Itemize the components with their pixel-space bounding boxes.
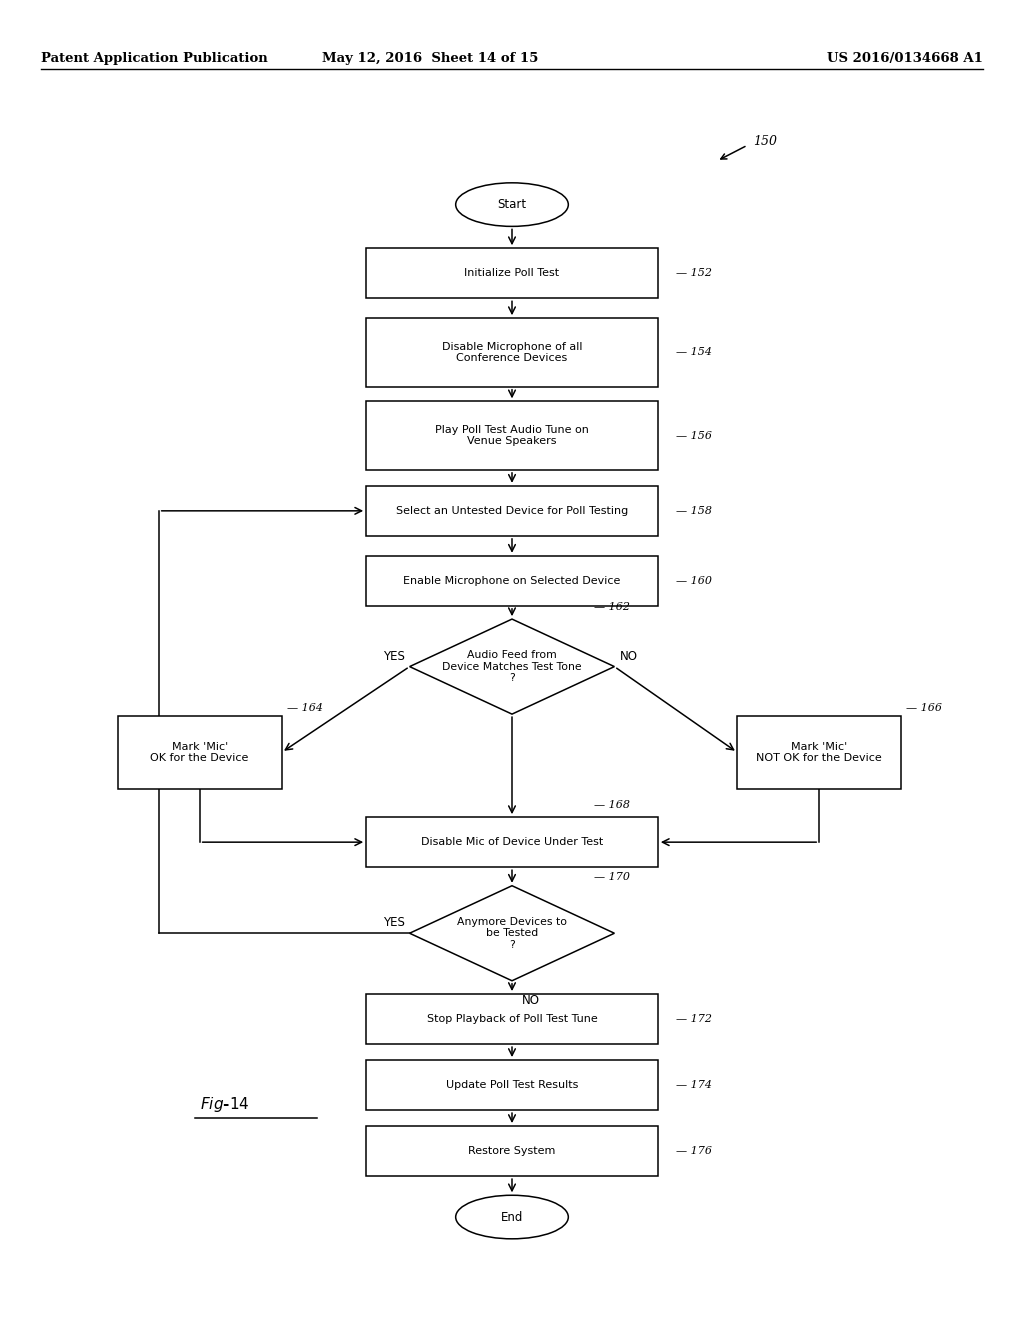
Text: Audio Feed from
Device Matches Test Tone
?: Audio Feed from Device Matches Test Tone… (442, 649, 582, 684)
Text: Stop Playback of Poll Test Tune: Stop Playback of Poll Test Tune (427, 1014, 597, 1024)
Text: Anymore Devices to
be Tested
?: Anymore Devices to be Tested ? (457, 916, 567, 950)
Text: — 176: — 176 (676, 1146, 713, 1156)
FancyBboxPatch shape (367, 248, 658, 298)
FancyBboxPatch shape (367, 994, 658, 1044)
Text: NO: NO (620, 649, 638, 663)
FancyBboxPatch shape (367, 401, 658, 470)
FancyBboxPatch shape (367, 1060, 658, 1110)
Ellipse shape (456, 1196, 568, 1238)
Text: Start: Start (498, 198, 526, 211)
Text: End: End (501, 1210, 523, 1224)
Text: Play Poll Test Audio Tune on
Venue Speakers: Play Poll Test Audio Tune on Venue Speak… (435, 425, 589, 446)
Text: NO: NO (522, 994, 541, 1007)
Polygon shape (410, 886, 614, 981)
Text: — 152: — 152 (676, 268, 713, 279)
FancyBboxPatch shape (367, 1126, 658, 1176)
Text: — 162: — 162 (594, 602, 630, 612)
Text: US 2016/0134668 A1: US 2016/0134668 A1 (827, 51, 983, 65)
FancyBboxPatch shape (367, 817, 658, 867)
Text: 150: 150 (753, 135, 776, 148)
Text: Enable Microphone on Selected Device: Enable Microphone on Selected Device (403, 576, 621, 586)
Text: — 156: — 156 (676, 430, 713, 441)
Text: Mark 'Mic'
NOT OK for the Device: Mark 'Mic' NOT OK for the Device (757, 742, 882, 763)
Ellipse shape (456, 183, 568, 227)
Text: Mark 'Mic'
OK for the Device: Mark 'Mic' OK for the Device (151, 742, 249, 763)
FancyBboxPatch shape (118, 715, 282, 789)
FancyBboxPatch shape (367, 486, 658, 536)
Text: — 164: — 164 (287, 704, 323, 713)
Text: — 166: — 166 (906, 704, 942, 713)
Text: — 168: — 168 (594, 800, 630, 810)
Text: — 154: — 154 (676, 347, 713, 358)
Text: Disable Microphone of all
Conference Devices: Disable Microphone of all Conference Dev… (441, 342, 583, 363)
Text: $\it{Fig}$-$\it{14}$: $\it{Fig}$-$\it{14}$ (200, 1096, 249, 1114)
Text: Select an Untested Device for Poll Testing: Select an Untested Device for Poll Testi… (396, 506, 628, 516)
Text: — 160: — 160 (676, 576, 713, 586)
Text: Update Poll Test Results: Update Poll Test Results (445, 1080, 579, 1090)
FancyBboxPatch shape (737, 715, 901, 789)
Polygon shape (410, 619, 614, 714)
Text: YES: YES (383, 649, 404, 663)
Text: — 174: — 174 (676, 1080, 713, 1090)
Text: Restore System: Restore System (468, 1146, 556, 1156)
Text: — 158: — 158 (676, 506, 713, 516)
Text: — 172: — 172 (676, 1014, 713, 1024)
FancyBboxPatch shape (367, 556, 658, 606)
Text: Initialize Poll Test: Initialize Poll Test (465, 268, 559, 279)
Text: Disable Mic of Device Under Test: Disable Mic of Device Under Test (421, 837, 603, 847)
Text: YES: YES (383, 916, 404, 929)
Text: — 170: — 170 (594, 871, 630, 882)
Text: Patent Application Publication: Patent Application Publication (41, 51, 267, 65)
Text: May 12, 2016  Sheet 14 of 15: May 12, 2016 Sheet 14 of 15 (322, 51, 539, 65)
FancyBboxPatch shape (367, 318, 658, 387)
